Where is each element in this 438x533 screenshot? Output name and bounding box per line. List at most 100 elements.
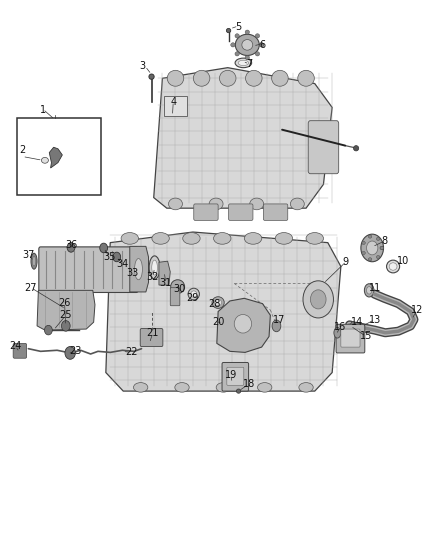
FancyBboxPatch shape bbox=[263, 204, 288, 220]
Ellipse shape bbox=[250, 198, 264, 210]
Text: 27: 27 bbox=[25, 282, 37, 293]
Text: 10: 10 bbox=[396, 256, 409, 266]
Ellipse shape bbox=[255, 52, 260, 56]
Text: 6: 6 bbox=[259, 40, 265, 50]
Circle shape bbox=[361, 234, 384, 262]
Ellipse shape bbox=[149, 256, 160, 279]
Circle shape bbox=[61, 320, 70, 331]
Text: 7: 7 bbox=[246, 59, 253, 69]
Ellipse shape bbox=[235, 34, 259, 55]
Text: 36: 36 bbox=[66, 240, 78, 251]
Text: 24: 24 bbox=[9, 341, 21, 351]
Text: 20: 20 bbox=[212, 317, 224, 327]
Ellipse shape bbox=[214, 232, 231, 244]
Text: 31: 31 bbox=[160, 278, 172, 288]
Ellipse shape bbox=[191, 291, 197, 297]
FancyBboxPatch shape bbox=[336, 324, 365, 353]
Text: 13: 13 bbox=[369, 314, 381, 325]
FancyBboxPatch shape bbox=[341, 329, 360, 347]
Ellipse shape bbox=[134, 259, 142, 280]
Ellipse shape bbox=[275, 232, 293, 244]
Ellipse shape bbox=[235, 52, 239, 56]
FancyBboxPatch shape bbox=[194, 204, 218, 220]
Circle shape bbox=[65, 346, 75, 359]
Ellipse shape bbox=[235, 58, 252, 68]
Ellipse shape bbox=[238, 60, 249, 66]
Ellipse shape bbox=[134, 383, 148, 392]
Ellipse shape bbox=[387, 260, 399, 273]
Ellipse shape bbox=[376, 237, 380, 240]
Ellipse shape bbox=[209, 198, 223, 210]
Bar bbox=[17, 118, 102, 195]
Ellipse shape bbox=[380, 246, 384, 249]
Ellipse shape bbox=[259, 43, 264, 47]
Text: 32: 32 bbox=[147, 272, 159, 282]
Text: 19: 19 bbox=[225, 370, 237, 380]
Ellipse shape bbox=[235, 34, 239, 38]
Ellipse shape bbox=[216, 383, 230, 392]
Ellipse shape bbox=[258, 383, 272, 392]
Ellipse shape bbox=[121, 232, 138, 244]
Text: 22: 22 bbox=[125, 348, 138, 358]
FancyBboxPatch shape bbox=[39, 247, 138, 293]
Ellipse shape bbox=[188, 288, 199, 300]
Circle shape bbox=[367, 241, 378, 255]
Ellipse shape bbox=[212, 297, 224, 309]
Text: 8: 8 bbox=[381, 236, 388, 246]
Polygon shape bbox=[37, 290, 95, 330]
Ellipse shape bbox=[193, 70, 210, 86]
Ellipse shape bbox=[231, 43, 235, 47]
Polygon shape bbox=[130, 246, 148, 292]
Text: 25: 25 bbox=[60, 310, 72, 320]
FancyBboxPatch shape bbox=[229, 204, 253, 220]
Ellipse shape bbox=[367, 287, 372, 294]
Ellipse shape bbox=[152, 260, 157, 275]
Ellipse shape bbox=[389, 263, 397, 270]
Ellipse shape bbox=[167, 70, 184, 86]
Ellipse shape bbox=[219, 70, 236, 86]
Polygon shape bbox=[159, 261, 170, 285]
Circle shape bbox=[311, 290, 326, 309]
Text: 30: 30 bbox=[173, 284, 185, 294]
Ellipse shape bbox=[272, 320, 281, 332]
FancyBboxPatch shape bbox=[164, 96, 187, 116]
Text: 33: 33 bbox=[126, 268, 138, 278]
Ellipse shape bbox=[32, 256, 36, 266]
Ellipse shape bbox=[183, 232, 200, 244]
Ellipse shape bbox=[255, 34, 260, 38]
Text: 28: 28 bbox=[208, 298, 221, 309]
FancyBboxPatch shape bbox=[227, 367, 244, 385]
Text: 16: 16 bbox=[334, 322, 346, 333]
Text: 37: 37 bbox=[22, 250, 35, 260]
Ellipse shape bbox=[368, 235, 372, 238]
Text: 21: 21 bbox=[147, 328, 159, 338]
Text: 15: 15 bbox=[360, 332, 372, 342]
Text: 1: 1 bbox=[40, 105, 46, 115]
Ellipse shape bbox=[299, 383, 313, 392]
Polygon shape bbox=[49, 147, 62, 168]
Text: 34: 34 bbox=[116, 259, 128, 269]
Text: 35: 35 bbox=[103, 252, 116, 262]
Ellipse shape bbox=[246, 70, 262, 86]
Ellipse shape bbox=[380, 246, 384, 249]
Text: 11: 11 bbox=[369, 282, 381, 293]
Text: 18: 18 bbox=[243, 379, 255, 389]
Ellipse shape bbox=[175, 383, 189, 392]
Text: 12: 12 bbox=[411, 305, 423, 315]
Circle shape bbox=[67, 243, 75, 252]
Polygon shape bbox=[106, 232, 341, 391]
Ellipse shape bbox=[334, 327, 341, 338]
Ellipse shape bbox=[244, 232, 262, 244]
Circle shape bbox=[45, 325, 52, 335]
Ellipse shape bbox=[149, 74, 154, 79]
Ellipse shape bbox=[376, 255, 380, 259]
FancyBboxPatch shape bbox=[140, 328, 163, 346]
Ellipse shape bbox=[353, 146, 359, 151]
FancyBboxPatch shape bbox=[222, 362, 249, 391]
Text: 3: 3 bbox=[140, 61, 146, 71]
Ellipse shape bbox=[242, 39, 253, 50]
Text: 17: 17 bbox=[273, 314, 285, 325]
Text: 5: 5 bbox=[236, 22, 242, 32]
Ellipse shape bbox=[234, 314, 252, 333]
Ellipse shape bbox=[259, 43, 264, 47]
